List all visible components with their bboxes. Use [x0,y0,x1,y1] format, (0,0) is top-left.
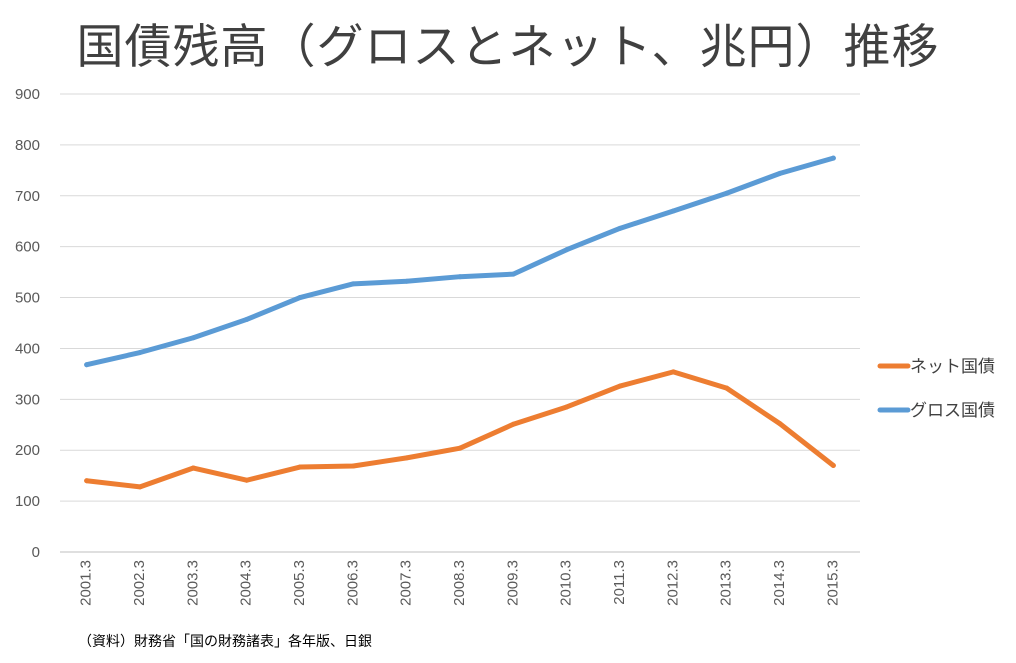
y-tick-label: 200 [15,442,40,459]
series-line-0 [84,369,836,490]
data-point [457,274,463,280]
data-point [350,463,356,469]
x-tick-label: 2005.3 [291,560,308,606]
y-tick-label: 700 [15,188,40,205]
x-tick-label: 2007.3 [398,560,415,606]
series-lines [84,155,836,490]
x-tick-label: 2003.3 [184,560,201,606]
legend-label: グロス国債 [910,401,995,421]
y-tick-label: 100 [15,493,40,510]
data-point [777,421,783,427]
x-tick-label: 2013.3 [718,560,735,606]
y-axis-ticks: 0 100 200 300 400 500 600 700 800 900 [15,86,40,561]
data-point [404,455,410,461]
data-point [830,462,836,468]
data-point [564,404,570,410]
data-point [297,464,303,470]
data-point [830,155,836,161]
data-point [510,421,516,427]
y-tick-label: 500 [15,290,40,307]
data-point [457,445,463,451]
data-point [617,383,623,389]
x-tick-label: 2006.3 [344,560,361,606]
y-tick-label: 400 [15,340,40,357]
data-point [404,278,410,284]
x-axis-ticks: 2001.3 2002.3 2003.3 2004.3 2005.3 2006.3 2007… [78,560,842,606]
data-point [724,385,730,391]
data-point [244,477,250,483]
x-tick-label: 2010.3 [558,560,575,606]
y-tick-label: 900 [15,86,40,103]
x-tick-label: 2008.3 [451,560,468,606]
data-point [297,295,303,301]
data-point [350,281,356,287]
x-tick-label: 2001.3 [78,560,95,606]
data-point [84,478,90,484]
y-tick-label: 800 [15,137,40,154]
data-point [190,465,196,471]
x-tick-label: 2012.3 [664,560,681,606]
chart-title: 国債残高（グロスとネット、兆円）推移 [76,20,940,75]
x-tick-label: 2011.3 [611,560,628,605]
x-tick-label: 2014.3 [771,560,788,606]
data-point [617,225,623,231]
data-point [777,170,783,176]
data-point [724,190,730,196]
legend-label: ネット国債 [910,357,995,377]
y-tick-label: 300 [15,391,40,408]
series-line-1 [84,155,836,368]
x-tick-label: 2015.3 [824,560,841,606]
source-note: （資料）財務省「国の財務諸表」各年版、日銀 [78,634,372,650]
gridlines [60,93,860,553]
data-point [244,316,250,322]
data-point [564,247,570,253]
x-tick-label: 2004.3 [238,560,255,606]
data-point [137,350,143,356]
y-tick-label: 0 [32,544,40,561]
data-point [84,362,90,368]
data-point [190,335,196,341]
x-tick-label: 2009.3 [504,560,521,606]
x-tick-label: 2002.3 [131,560,148,606]
y-tick-label: 600 [15,239,40,256]
data-point [137,484,143,490]
data-point [670,369,676,375]
data-point [670,208,676,214]
data-point [510,271,516,277]
